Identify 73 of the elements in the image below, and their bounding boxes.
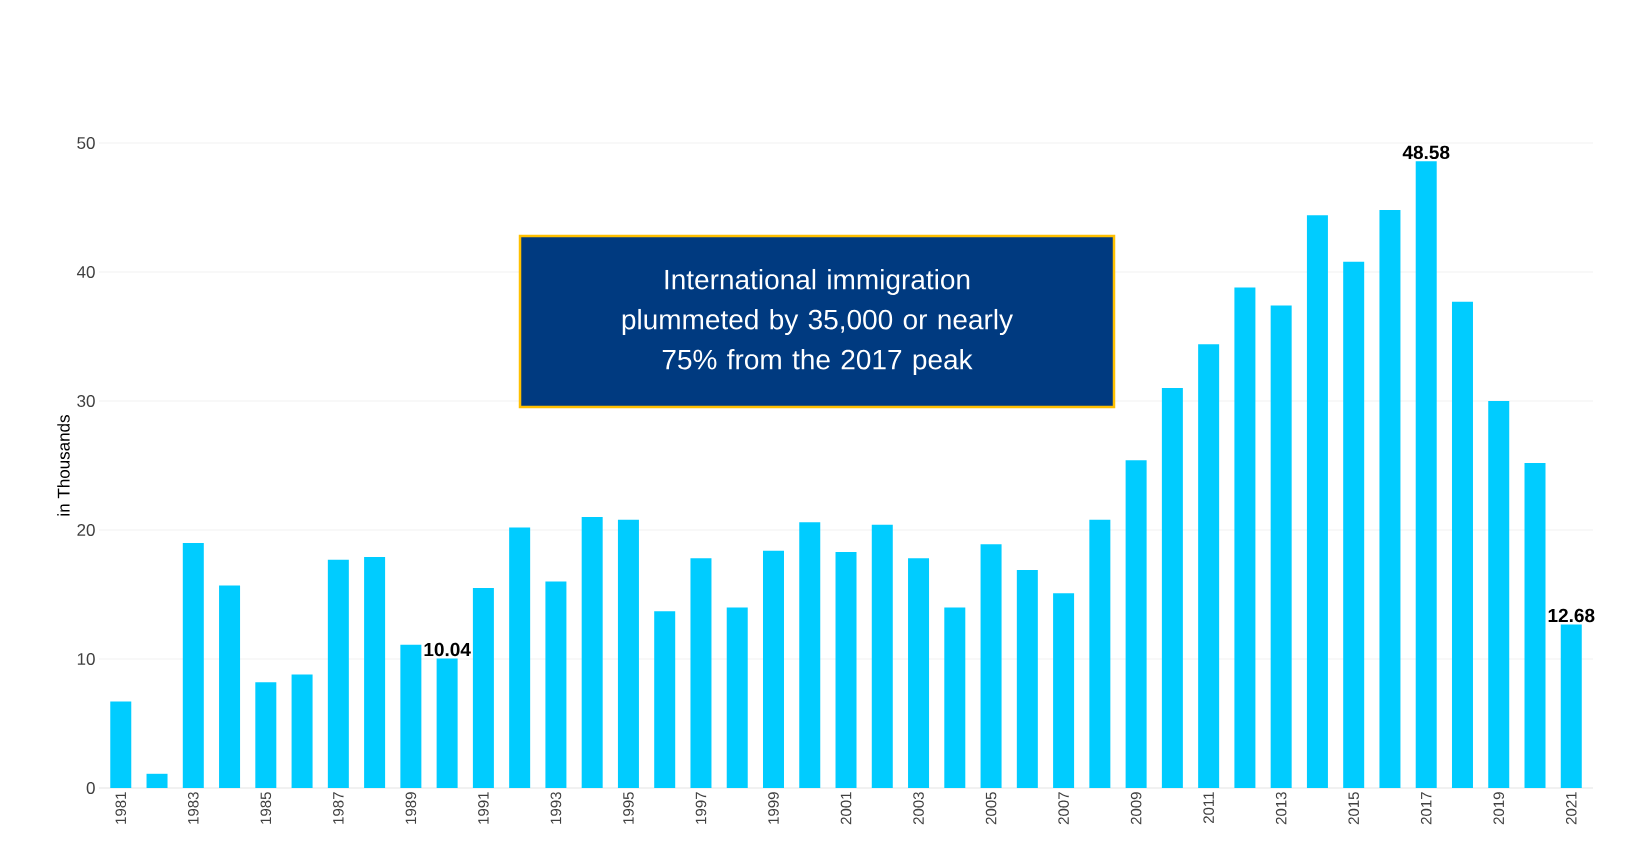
bar: [581, 517, 603, 788]
x-tick-label: 2001: [840, 792, 852, 825]
x-tick-label: 2009: [1130, 792, 1142, 825]
bar: [255, 682, 277, 788]
bar: [182, 542, 204, 788]
y-tick-label: 40: [76, 265, 95, 279]
bar: [1198, 344, 1220, 788]
x-tick-label: 2021: [1565, 792, 1577, 825]
y-tick-label: 50: [77, 136, 95, 150]
bar: [219, 585, 241, 788]
x-tick-label: 1997: [695, 792, 707, 824]
x-tick-label: 2019: [1493, 792, 1505, 825]
bar: [364, 557, 386, 788]
bar: [1053, 593, 1075, 788]
bar: [509, 527, 531, 788]
annotation: International immigration plummeted by 35,000 or nearly 75% from the 2017 peak: [622, 268, 1013, 376]
bar: [617, 519, 639, 788]
bar: [146, 773, 168, 788]
bar: [871, 524, 893, 788]
bar: [327, 559, 349, 788]
x-tick-label: 1999: [768, 792, 779, 824]
y-tick-label: 0: [86, 781, 95, 795]
x-tick-label: 2015: [1348, 792, 1359, 825]
bar: [1089, 519, 1111, 788]
x-tick-label: 2013: [1275, 792, 1287, 825]
x-tick-label: 1995: [623, 792, 634, 824]
y-tick-label: 10: [77, 652, 95, 666]
bar: [690, 558, 712, 788]
data-label: 12.68: [1548, 608, 1595, 623]
bar: [1234, 287, 1256, 788]
data-label: 10.04: [424, 642, 471, 657]
x-tick-label: 1993: [550, 792, 562, 824]
bar: [1451, 301, 1473, 788]
x-tick-label: 2017: [1420, 792, 1432, 825]
bar: [944, 607, 966, 788]
bar: [110, 701, 132, 788]
bar: [1415, 161, 1437, 788]
bar: [980, 544, 1002, 788]
bar: [436, 658, 458, 788]
bar: [908, 558, 930, 788]
x-tick-label: 1981: [115, 792, 127, 824]
bar: [1161, 388, 1183, 788]
x-tick-label: 1983: [187, 792, 199, 824]
x-tick-label: 2011: [1203, 792, 1214, 824]
bar: [1379, 210, 1401, 788]
x-tick-label: 1989: [405, 792, 417, 824]
bar: [726, 607, 748, 788]
bar: [654, 611, 676, 788]
x-tick-label: 1991: [478, 792, 489, 824]
bar: [545, 581, 567, 788]
x-tick-label: 2005: [985, 792, 997, 825]
bar: [291, 674, 313, 788]
bar: [400, 644, 422, 788]
y-tick-label: 20: [77, 523, 95, 537]
x-tick-label: 2003: [913, 792, 924, 825]
bar: [1270, 305, 1292, 788]
y-axis-title: in Thousands: [57, 415, 70, 516]
bar: [1016, 569, 1038, 788]
bar: [799, 522, 821, 788]
bar: [1306, 215, 1328, 788]
x-tick-label: 1987: [333, 792, 344, 824]
bar: [1343, 261, 1365, 788]
x-tick-label: 1985: [260, 792, 272, 824]
y-tick-label: 30: [77, 394, 95, 408]
bar: [472, 588, 494, 788]
bar: [1125, 460, 1147, 788]
bar: [1524, 462, 1546, 788]
data-label: 48.58: [1402, 145, 1450, 160]
bar: [1560, 624, 1582, 788]
bar: [1488, 400, 1510, 788]
bar: [762, 550, 784, 788]
bar: [835, 551, 857, 788]
x-tick-label: 2007: [1058, 792, 1069, 825]
